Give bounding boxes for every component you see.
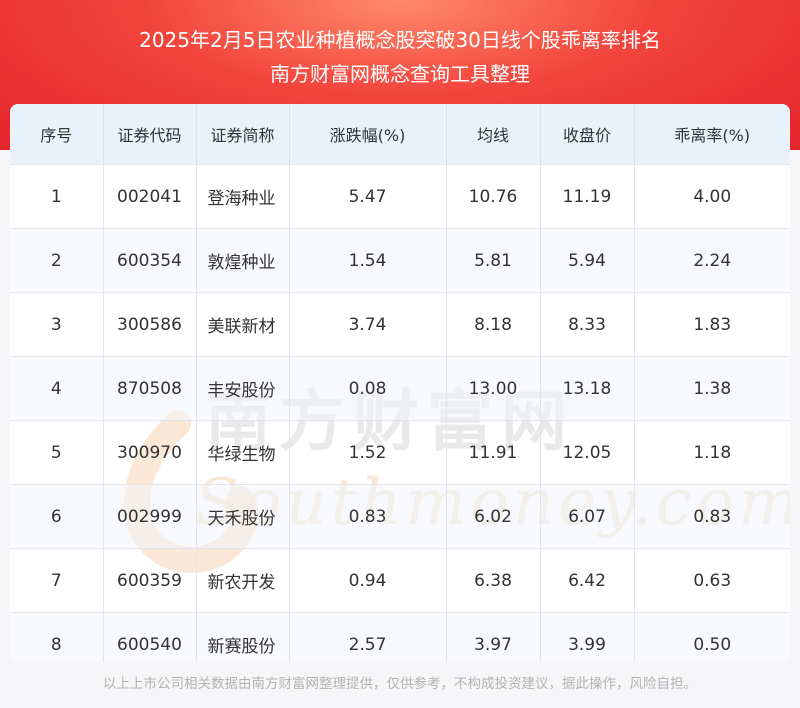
cell-name: 美联新材 [196, 292, 290, 357]
cell-bias: 4.00 [634, 164, 790, 229]
cell-ma: 3.97 [446, 612, 541, 662]
cell-index: 8 [10, 612, 104, 662]
cell-code: 600354 [103, 228, 197, 293]
col-header-name: 证券简称 [196, 104, 290, 165]
cell-change: 1.52 [289, 420, 447, 485]
cell-ma: 5.81 [446, 228, 541, 293]
cell-code: 002999 [103, 484, 197, 549]
cell-name: 丰安股份 [196, 356, 290, 421]
cell-close: 6.07 [540, 484, 635, 549]
table-header-row: 序号 证券代码 证券简称 涨跌幅(%) 均线 收盘价 乖离率(%) [10, 104, 790, 165]
ranking-table: 序号 证券代码 证券简称 涨跌幅(%) 均线 收盘价 乖离率(%) 1 0020… [10, 104, 790, 662]
cell-ma: 6.02 [446, 484, 541, 549]
page-subtitle: 南方财富网概念查询工具整理 [270, 62, 530, 86]
col-header-bias: 乖离率(%) [634, 104, 790, 165]
cell-index: 2 [10, 228, 104, 293]
table-card: 南方财富网 Southmoney.com 序号 证券代码 证券简称 涨跌幅(%)… [10, 104, 790, 662]
cell-close: 13.18 [540, 356, 635, 421]
cell-bias: 1.18 [634, 420, 790, 485]
col-header-ma: 均线 [446, 104, 541, 165]
table-row: 6 002999 天禾股份 0.83 6.02 6.07 0.83 [10, 484, 790, 549]
cell-index: 1 [10, 164, 104, 229]
disclaimer-footer: 以上上市公司相关数据由南方财富网整理提供，仅供参考，不构成投资建议，据此操作，风… [103, 676, 697, 692]
cell-change: 3.74 [289, 292, 447, 357]
cell-code: 600359 [103, 548, 197, 613]
cell-index: 3 [10, 292, 104, 357]
cell-ma: 8.18 [446, 292, 541, 357]
cell-close: 8.33 [540, 292, 635, 357]
col-header-change: 涨跌幅(%) [289, 104, 447, 165]
cell-bias: 0.83 [634, 484, 790, 549]
cell-name: 敦煌种业 [196, 228, 290, 293]
cell-close: 3.99 [540, 612, 635, 662]
cell-name: 华绿生物 [196, 420, 290, 485]
table-row: 3 300586 美联新材 3.74 8.18 8.33 1.83 [10, 292, 790, 357]
table-row: 1 002041 登海种业 5.47 10.76 11.19 4.00 [10, 164, 790, 229]
cell-code: 300970 [103, 420, 197, 485]
cell-index: 6 [10, 484, 104, 549]
table-row: 5 300970 华绿生物 1.52 11.91 12.05 1.18 [10, 420, 790, 485]
cell-ma: 13.00 [446, 356, 541, 421]
table-row: 7 600359 新农开发 0.94 6.38 6.42 0.63 [10, 548, 790, 613]
cell-ma: 11.91 [446, 420, 541, 485]
cell-bias: 1.83 [634, 292, 790, 357]
cell-close: 5.94 [540, 228, 635, 293]
cell-name: 新农开发 [196, 548, 290, 613]
cell-name: 新赛股份 [196, 612, 290, 662]
cell-name: 登海种业 [196, 164, 290, 229]
cell-close: 6.42 [540, 548, 635, 613]
cell-close: 12.05 [540, 420, 635, 485]
cell-ma: 6.38 [446, 548, 541, 613]
cell-code: 600540 [103, 612, 197, 662]
cell-bias: 0.50 [634, 612, 790, 662]
cell-code: 002041 [103, 164, 197, 229]
cell-code: 300586 [103, 292, 197, 357]
cell-close: 11.19 [540, 164, 635, 229]
col-header-code: 证券代码 [103, 104, 197, 165]
cell-index: 7 [10, 548, 104, 613]
table-row: 4 870508 丰安股份 0.08 13.00 13.18 1.38 [10, 356, 790, 421]
page-title: 2025年2月5日农业种植概念股突破30日线个股乖离率排名 [139, 28, 661, 52]
cell-change: 1.54 [289, 228, 447, 293]
cell-index: 4 [10, 356, 104, 421]
cell-ma: 10.76 [446, 164, 541, 229]
cell-name: 天禾股份 [196, 484, 290, 549]
cell-code: 870508 [103, 356, 197, 421]
cell-bias: 2.24 [634, 228, 790, 293]
cell-change: 2.57 [289, 612, 447, 662]
cell-bias: 1.38 [634, 356, 790, 421]
col-header-index: 序号 [10, 104, 104, 165]
cell-bias: 0.63 [634, 548, 790, 613]
col-header-close: 收盘价 [540, 104, 635, 165]
cell-change: 0.94 [289, 548, 447, 613]
cell-change: 0.08 [289, 356, 447, 421]
cell-change: 0.83 [289, 484, 447, 549]
table-row: 2 600354 敦煌种业 1.54 5.81 5.94 2.24 [10, 228, 790, 293]
table-row: 8 600540 新赛股份 2.57 3.97 3.99 0.50 [10, 612, 790, 662]
cell-index: 5 [10, 420, 104, 485]
cell-change: 5.47 [289, 164, 447, 229]
